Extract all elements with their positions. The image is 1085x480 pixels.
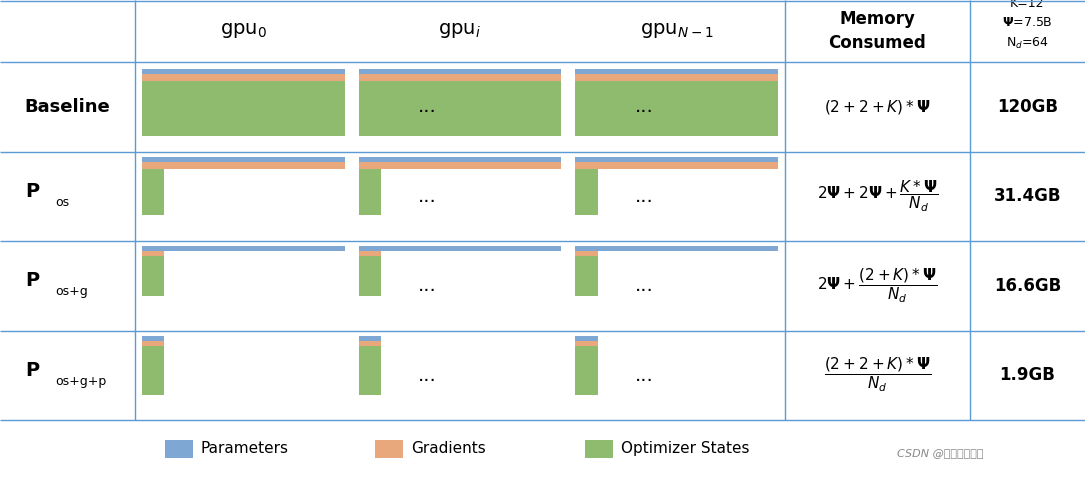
Text: ...: ... — [418, 187, 437, 206]
Bar — [359, 252, 381, 256]
Bar — [359, 346, 381, 396]
Bar — [142, 252, 164, 256]
Bar — [359, 157, 561, 162]
Text: ...: ... — [418, 97, 437, 116]
Text: os: os — [55, 196, 69, 209]
Bar — [142, 162, 345, 168]
Text: P: P — [25, 182, 39, 201]
Text: ...: ... — [418, 366, 437, 385]
Text: 16.6GB: 16.6GB — [994, 277, 1061, 295]
Bar — [575, 346, 598, 396]
Bar — [359, 168, 381, 215]
Bar — [359, 162, 561, 168]
Text: Optimizer States: Optimizer States — [621, 441, 750, 456]
Text: K=12
$\mathbf{\Psi}$=7.5B
N$_d$=64: K=12 $\mathbf{\Psi}$=7.5B N$_d$=64 — [1003, 0, 1052, 51]
Bar — [575, 256, 598, 297]
Bar — [142, 336, 164, 341]
Text: Gradients: Gradients — [411, 441, 486, 456]
Bar — [585, 440, 613, 458]
Bar — [575, 252, 598, 256]
Text: ...: ... — [635, 366, 653, 385]
Bar — [359, 341, 381, 346]
Bar — [142, 246, 345, 252]
Bar — [359, 246, 561, 252]
Bar — [142, 81, 345, 136]
Text: $2\mathbf{\Psi} + \dfrac{(2+K)*\mathbf{\Psi}}{N_d}$: $2\mathbf{\Psi} + \dfrac{(2+K)*\mathbf{\… — [817, 266, 937, 305]
Text: 1.9GB: 1.9GB — [999, 366, 1056, 384]
Bar — [575, 168, 598, 215]
Text: os+g+p: os+g+p — [55, 375, 106, 388]
Bar — [575, 81, 778, 136]
Bar — [142, 157, 345, 162]
Text: P: P — [25, 271, 39, 290]
Bar — [575, 162, 778, 168]
Bar — [142, 346, 164, 396]
Bar — [375, 440, 403, 458]
Text: $\dfrac{(2+2+K)*\mathbf{\Psi}}{N_d}$: $\dfrac{(2+2+K)*\mathbf{\Psi}}{N_d}$ — [824, 356, 931, 395]
Text: P: P — [25, 361, 39, 380]
Bar — [359, 74, 561, 81]
Bar — [359, 81, 561, 136]
Bar — [359, 336, 381, 341]
Bar — [575, 69, 778, 74]
Bar — [165, 440, 193, 458]
Text: 120GB: 120GB — [997, 98, 1058, 116]
Bar — [142, 256, 164, 297]
Text: Memory
Consumed: Memory Consumed — [829, 10, 927, 52]
Bar — [359, 69, 561, 74]
Text: gpu$_0$: gpu$_0$ — [220, 22, 267, 40]
Text: ...: ... — [635, 276, 653, 295]
Text: 31.4GB: 31.4GB — [994, 187, 1061, 205]
Bar — [575, 336, 598, 341]
Text: $(2 + 2 + K) * \mathbf{\Psi}$: $(2 + 2 + K) * \mathbf{\Psi}$ — [825, 98, 931, 116]
Bar — [575, 157, 778, 162]
Bar — [575, 246, 778, 252]
Text: gpu$_{N-1}$: gpu$_{N-1}$ — [640, 22, 714, 40]
Text: ...: ... — [635, 187, 653, 206]
Text: gpu$_i$: gpu$_i$ — [438, 22, 482, 40]
Text: ...: ... — [418, 276, 437, 295]
Bar — [142, 168, 164, 215]
Text: Baseline: Baseline — [25, 98, 111, 116]
Bar — [575, 341, 598, 346]
Text: os+g: os+g — [55, 285, 88, 298]
Text: $2\mathbf{\Psi} + 2\mathbf{\Psi} + \dfrac{K * \mathbf{\Psi}}{N_d}$: $2\mathbf{\Psi} + 2\mathbf{\Psi} + \dfra… — [817, 179, 939, 214]
Bar — [142, 69, 345, 74]
Bar — [359, 256, 381, 297]
Text: CSDN @没有姓的梗轩: CSDN @没有姓的梗轩 — [896, 448, 983, 458]
Bar — [575, 74, 778, 81]
Bar — [142, 341, 164, 346]
Text: Parameters: Parameters — [201, 441, 289, 456]
Bar — [142, 74, 345, 81]
Text: ...: ... — [635, 97, 653, 116]
